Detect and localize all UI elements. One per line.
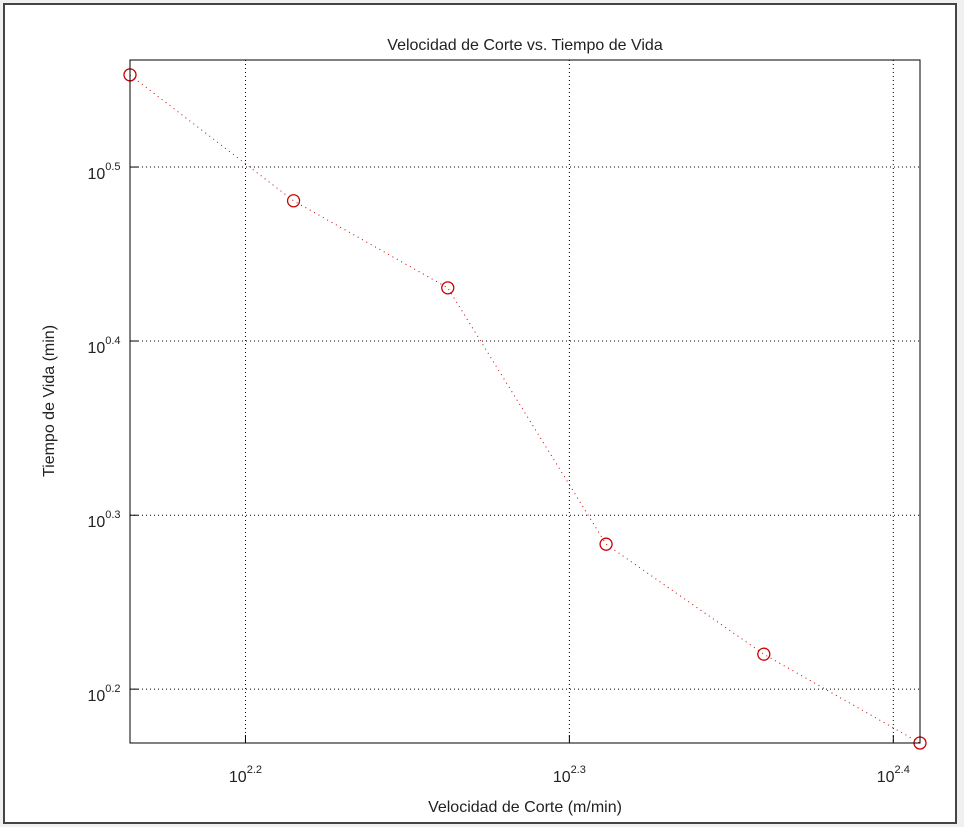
tick-exponent: 0.4 [105, 335, 120, 347]
tick-base: 10 [229, 769, 247, 786]
data-point [441, 281, 455, 295]
chart-title: Velocidad de Corte vs. Tiempo de Vida [387, 37, 663, 54]
data-point [286, 194, 301, 208]
tick-exponent: 0.5 [105, 161, 120, 173]
y-axis-label: Tiempo de Vida (min) [41, 325, 58, 477]
tick-base: 10 [87, 166, 105, 183]
tick-label: 102.2 [229, 764, 262, 786]
tick-label: 100.2 [87, 683, 120, 705]
x-axis-label: Velocidad de Corte (m/min) [428, 799, 622, 816]
tick-exponent: 2.2 [247, 764, 262, 776]
tick-base: 10 [553, 769, 571, 786]
data-point [599, 537, 613, 551]
plot-area [130, 60, 920, 743]
axes-box [129, 59, 921, 744]
tick-base: 10 [87, 688, 105, 705]
tick-label: 100.5 [87, 161, 120, 183]
tick-base: 10 [877, 769, 895, 786]
tick-base: 10 [87, 340, 105, 357]
tick-exponent: 0.3 [105, 509, 120, 521]
tick-base: 10 [87, 514, 105, 531]
tick-exponent: 2.4 [895, 764, 910, 776]
tick-label: 102.3 [553, 764, 586, 786]
grid [130, 60, 920, 743]
tick-label: 100.4 [87, 335, 120, 357]
tick-label: 100.3 [87, 509, 120, 531]
tick-label: 102.4 [877, 764, 910, 786]
tick-exponent: 2.3 [571, 764, 586, 776]
tick-exponent: 0.2 [105, 683, 120, 695]
data-point [757, 647, 771, 661]
